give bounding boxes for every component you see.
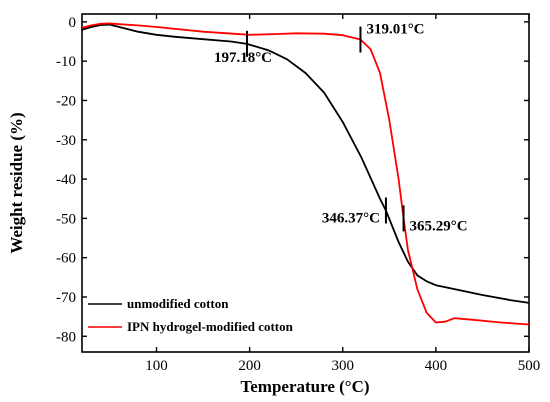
annotation-label: 346.37°C: [322, 211, 380, 227]
annotation-label: 365.29°C: [410, 218, 468, 234]
y-tick-label: -20: [56, 93, 76, 109]
y-tick-label: -80: [56, 329, 76, 345]
series-line-ipn-hydrogel: [81, 22, 530, 326]
y-tick-label: -60: [56, 251, 76, 267]
legend: unmodified cotton IPN hydrogel-modified …: [88, 296, 294, 334]
y-tick-label: -10: [56, 54, 76, 70]
x-tick-label: 300: [332, 358, 355, 374]
y-tick-label: -50: [56, 211, 76, 227]
x-axis: 100 200 300 400 500: [145, 14, 540, 374]
legend-label-ipn-hydrogel: IPN hydrogel-modified cotton: [127, 319, 294, 334]
series-line-unmodified-cotton: [81, 23, 530, 304]
x-tick-label: 500: [518, 358, 541, 374]
annotation-label: 319.01°C: [366, 22, 424, 38]
x-axis-label: Temperature (°C): [240, 377, 369, 396]
y-tick-label: -30: [56, 133, 76, 149]
x-tick-label: 200: [238, 358, 261, 374]
y-tick-label: -70: [56, 290, 76, 306]
x-tick-label: 400: [425, 358, 448, 374]
series-layer: [81, 22, 530, 326]
y-axis: 0 -10 -20 -30 -40 -50 -60 -70 -80: [56, 15, 529, 345]
y-tick-label: -40: [56, 172, 76, 188]
y-tick-label: 0: [69, 15, 77, 31]
legend-label-unmodified-cotton: unmodified cotton: [127, 296, 229, 311]
plot-frame: [81, 13, 530, 353]
x-tick-label: 100: [145, 358, 168, 374]
annotation-layer: 197.18°C 319.01°C 346.37°C 365.29°C: [214, 22, 468, 235]
y-axis-label: Weight residue (%): [7, 112, 26, 253]
annotation-label: 197.18°C: [214, 50, 272, 66]
